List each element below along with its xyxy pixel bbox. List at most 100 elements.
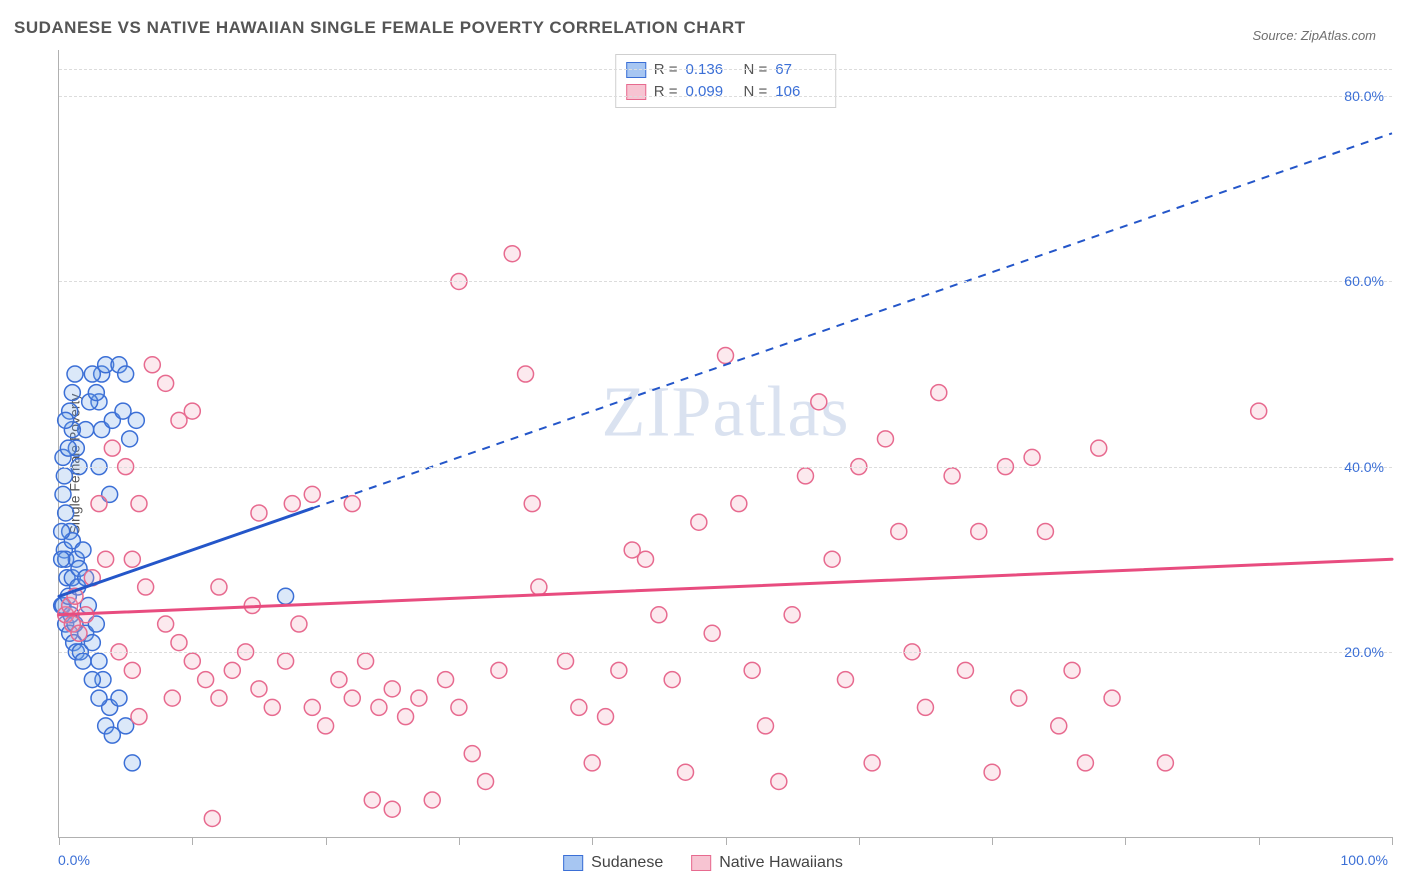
trend-line xyxy=(59,508,312,596)
data-point xyxy=(1037,523,1053,539)
scatter-svg xyxy=(59,50,1392,837)
x-tick xyxy=(992,837,993,845)
data-point xyxy=(371,699,387,715)
data-point xyxy=(384,801,400,817)
legend-r-value: 0.099 xyxy=(686,81,736,103)
data-point xyxy=(411,690,427,706)
legend-n-label: N = xyxy=(744,81,768,103)
data-point xyxy=(54,551,70,567)
chart-container: Single Female Poverty ZIPatlas R =0.136N… xyxy=(14,50,1392,878)
data-point xyxy=(1157,755,1173,771)
data-point xyxy=(1011,690,1027,706)
data-point xyxy=(691,514,707,530)
data-point xyxy=(204,810,220,826)
legend-n-value: 67 xyxy=(775,59,825,81)
data-point xyxy=(664,672,680,688)
data-point xyxy=(91,496,107,512)
data-point xyxy=(731,496,747,512)
data-point xyxy=(67,366,83,382)
data-point xyxy=(184,653,200,669)
data-point xyxy=(771,773,787,789)
data-point xyxy=(111,690,127,706)
x-tick xyxy=(459,837,460,845)
data-point xyxy=(138,579,154,595)
trend-line-dashed xyxy=(312,133,1392,508)
data-point xyxy=(291,616,307,632)
data-point xyxy=(757,718,773,734)
data-point xyxy=(344,496,360,512)
data-point xyxy=(358,653,374,669)
data-point xyxy=(877,431,893,447)
gridline xyxy=(59,96,1392,97)
x-tick xyxy=(59,837,60,845)
data-point xyxy=(158,375,174,391)
data-point xyxy=(211,690,227,706)
legend-n-value: 106 xyxy=(775,81,825,103)
x-tick xyxy=(1392,837,1393,845)
y-tick-label: 80.0% xyxy=(1344,88,1384,104)
data-point xyxy=(1064,662,1080,678)
x-tick xyxy=(1125,837,1126,845)
data-point xyxy=(251,505,267,521)
data-point xyxy=(64,385,80,401)
data-point xyxy=(98,551,114,567)
source-attribution: Source: ZipAtlas.com xyxy=(1252,28,1376,43)
data-point xyxy=(1104,690,1120,706)
data-point xyxy=(931,385,947,401)
legend-swatch xyxy=(626,62,646,78)
data-point xyxy=(451,699,467,715)
data-point xyxy=(811,394,827,410)
data-point xyxy=(284,496,300,512)
data-point xyxy=(957,662,973,678)
data-point xyxy=(91,690,107,706)
data-point xyxy=(398,709,414,725)
data-point xyxy=(318,718,334,734)
plot-area: ZIPatlas R =0.136N =67R =0.099N =106 20.… xyxy=(58,50,1392,838)
data-point xyxy=(118,366,134,382)
gridline xyxy=(59,467,1392,468)
x-tick xyxy=(192,837,193,845)
data-point xyxy=(744,662,760,678)
data-point xyxy=(124,662,140,678)
trend-line xyxy=(59,559,1392,615)
data-point xyxy=(124,755,140,771)
chart-title: SUDANESE VS NATIVE HAWAIIAN SINGLE FEMAL… xyxy=(14,18,746,38)
correlation-legend: R =0.136N =67R =0.099N =106 xyxy=(615,54,837,108)
data-point xyxy=(917,699,933,715)
data-point xyxy=(75,653,91,669)
data-point xyxy=(558,653,574,669)
data-point xyxy=(304,699,320,715)
data-point xyxy=(651,607,667,623)
gridline xyxy=(59,652,1392,653)
data-point xyxy=(144,357,160,373)
data-point xyxy=(71,625,87,641)
data-point xyxy=(531,579,547,595)
data-point xyxy=(251,681,267,697)
data-point xyxy=(438,672,454,688)
data-point xyxy=(84,366,100,382)
data-point xyxy=(184,403,200,419)
data-point xyxy=(54,523,70,539)
data-point xyxy=(504,246,520,262)
x-tick xyxy=(326,837,327,845)
data-point xyxy=(364,792,380,808)
legend-swatch xyxy=(563,855,583,871)
data-point xyxy=(264,699,280,715)
data-point xyxy=(518,366,534,382)
data-point xyxy=(891,523,907,539)
data-point xyxy=(128,412,144,428)
data-point xyxy=(1077,755,1093,771)
data-point xyxy=(864,755,880,771)
x-tick xyxy=(1259,837,1260,845)
data-point xyxy=(304,486,320,502)
legend-swatch xyxy=(626,84,646,100)
y-tick-label: 20.0% xyxy=(1344,644,1384,660)
legend-r-label: R = xyxy=(654,59,678,81)
data-point xyxy=(1051,718,1067,734)
series-legend: SudaneseNative Hawaiians xyxy=(563,854,843,872)
x-axis-min-label: 0.0% xyxy=(58,852,90,868)
data-point xyxy=(524,496,540,512)
data-point xyxy=(131,496,147,512)
y-tick-label: 40.0% xyxy=(1344,459,1384,475)
data-point xyxy=(164,690,180,706)
